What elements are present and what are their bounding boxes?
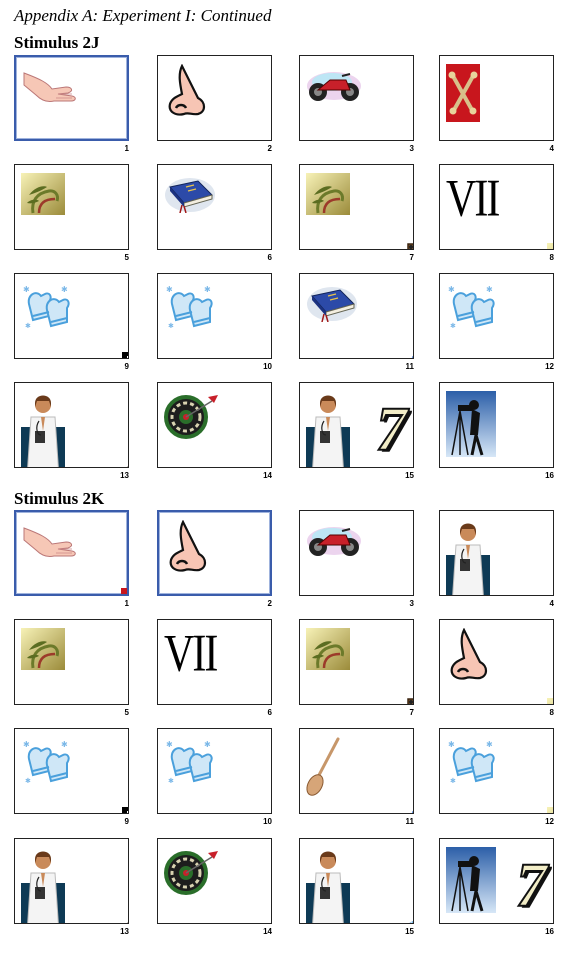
stimulus-card[interactable]	[299, 55, 414, 141]
card-number: 7	[409, 253, 414, 262]
svg-text:✱: ✱	[448, 740, 455, 749]
stimulus-card[interactable]	[14, 619, 129, 705]
svg-text:✱: ✱	[166, 740, 173, 749]
card-number: 7	[409, 708, 414, 717]
card-number: 1	[124, 599, 129, 608]
stimulus-card[interactable]	[157, 55, 272, 141]
card-number: 15	[405, 471, 414, 480]
card-number: 5	[124, 708, 129, 717]
stimulus-card[interactable]	[14, 382, 129, 468]
stimulus-card[interactable]	[14, 55, 129, 141]
stimulus-card[interactable]: 7	[299, 382, 414, 468]
card-number: 10	[263, 362, 272, 371]
stimulus-card[interactable]	[157, 164, 272, 250]
card-number: 3	[409, 599, 414, 608]
card-number: 11	[405, 817, 414, 826]
svg-text:✱: ✱	[23, 740, 30, 749]
page-title: Appendix A: Experiment I: Continued	[14, 6, 272, 25]
svg-text:✱: ✱	[23, 285, 30, 294]
svg-text:✱: ✱	[166, 285, 173, 294]
card-number: 8	[549, 708, 554, 717]
card-number: 1	[124, 144, 129, 153]
stimulus-card[interactable]: ✱ ✱ ✱	[439, 728, 554, 814]
stimulus-card[interactable]	[14, 164, 129, 250]
svg-text:✱: ✱	[61, 285, 68, 294]
card-number: 13	[120, 471, 129, 480]
stimulus-card[interactable]	[439, 55, 554, 141]
card-number: 2	[267, 599, 272, 608]
card-number: 15	[405, 927, 414, 936]
svg-text:✱: ✱	[25, 322, 31, 330]
card-number: 5	[124, 253, 129, 262]
stimulus-card[interactable]: 7	[439, 838, 554, 924]
svg-text:✱: ✱	[450, 777, 456, 785]
card-number: 16	[545, 471, 554, 480]
card-number: 4	[549, 144, 554, 153]
roman-seven-icon: VII	[446, 170, 500, 228]
card-number: 6	[267, 253, 272, 262]
digit-seven-icon: 7	[515, 852, 548, 920]
svg-text:✱: ✱	[168, 777, 174, 785]
roman-seven-icon: VII	[164, 625, 218, 683]
card-number: 6	[267, 708, 272, 717]
stimulus-card[interactable]	[14, 838, 129, 924]
stimulus-card[interactable]: ✱ ✱ ✱	[439, 273, 554, 359]
section-title: Stimulus 2K	[14, 489, 105, 508]
card-number: 9	[124, 817, 129, 826]
stimulus-card[interactable]	[299, 619, 414, 705]
stimulus-card[interactable]	[299, 510, 414, 596]
svg-text:✱: ✱	[204, 285, 211, 294]
stimulus-card[interactable]: VII	[439, 164, 554, 250]
svg-text:✱: ✱	[486, 740, 493, 749]
stimulus-card[interactable]	[439, 382, 554, 468]
stimulus-card[interactable]: ✱✱✱	[299, 838, 414, 924]
card-number: 14	[263, 471, 272, 480]
card-number: 3	[409, 144, 414, 153]
card-number: 8	[549, 253, 554, 262]
svg-text:✱: ✱	[25, 777, 31, 785]
stimulus-card[interactable]	[14, 510, 129, 596]
svg-text:✱: ✱	[409, 920, 414, 924]
card-number: 13	[120, 927, 129, 936]
card-number: 2	[267, 144, 272, 153]
section-title: Stimulus 2J	[14, 33, 100, 52]
stimulus-card[interactable]: VII	[157, 619, 272, 705]
svg-text:✱: ✱	[168, 322, 174, 330]
card-number: 14	[263, 927, 272, 936]
svg-text:✱: ✱	[204, 740, 211, 749]
stimulus-card[interactable]	[439, 619, 554, 705]
stimulus-card[interactable]: ✱ ✱ ✱	[14, 273, 129, 359]
stimulus-card[interactable]	[157, 382, 272, 468]
stimulus-card[interactable]: ✱ ✱ ✱	[157, 728, 272, 814]
stimulus-card[interactable]	[157, 838, 272, 924]
stimulus-card[interactable]	[299, 164, 414, 250]
card-number: 4	[549, 599, 554, 608]
stimulus-card[interactable]	[439, 510, 554, 596]
stimulus-card[interactable]	[299, 273, 414, 359]
card-number: 10	[263, 817, 272, 826]
card-number: 12	[545, 817, 554, 826]
card-number: 16	[545, 927, 554, 936]
card-number: 11	[405, 362, 414, 371]
stimulus-card[interactable]: ✱ ✱ ✱	[14, 728, 129, 814]
card-number: 12	[545, 362, 554, 371]
digit-seven-icon: 7	[375, 396, 408, 464]
svg-text:✱: ✱	[450, 322, 456, 330]
stimulus-card[interactable]	[299, 728, 414, 814]
card-number: 9	[124, 362, 129, 371]
svg-text:✱: ✱	[448, 285, 455, 294]
stimulus-card[interactable]	[157, 510, 272, 596]
stimulus-card[interactable]: ✱ ✱ ✱	[157, 273, 272, 359]
svg-text:✱: ✱	[486, 285, 493, 294]
svg-text:✱: ✱	[61, 740, 68, 749]
